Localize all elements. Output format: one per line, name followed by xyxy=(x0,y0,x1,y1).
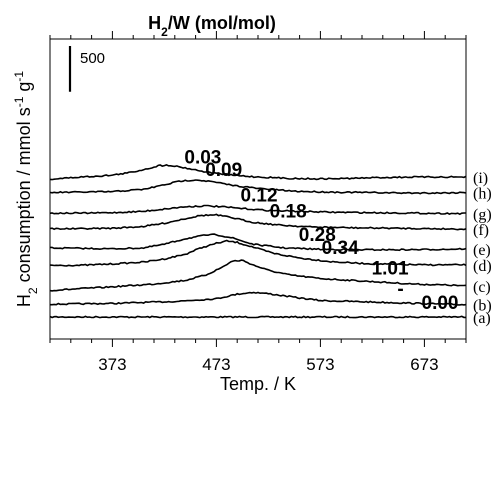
row-letter-9: (i) xyxy=(473,170,488,187)
chart-title: H2/W (mol/mol) xyxy=(148,13,276,39)
series-line-5 xyxy=(50,233,467,252)
trace-label-7: 0.12 xyxy=(241,186,278,207)
row-letter-4: (d) xyxy=(473,258,492,275)
trace-label-2: - xyxy=(397,279,403,300)
x-tick-label: 473 xyxy=(202,355,230,374)
x-axis-label: Temp. / K xyxy=(220,374,296,394)
trace-label-5: 0.28 xyxy=(299,225,336,246)
x-tick-label: 673 xyxy=(410,355,438,374)
series-line-8 xyxy=(49,179,467,195)
row-letter-2: (b) xyxy=(473,298,492,315)
row-letter-5: (e) xyxy=(473,242,491,259)
trace-label-4: 0.34 xyxy=(322,238,359,259)
series-line-2 xyxy=(50,291,467,306)
y-axis-title: H2 consumption / mmol s-1 g-1 xyxy=(12,71,40,307)
row-letter-6: (f) xyxy=(473,222,489,239)
row-letter-1: (a) xyxy=(473,310,491,327)
trace-label-3: 1.01 xyxy=(372,259,409,280)
scale-bar-label: 500 xyxy=(80,50,105,67)
series-line-1 xyxy=(49,315,466,319)
series-line-7 xyxy=(49,204,466,216)
x-axis-title: Temp. / K xyxy=(220,374,296,394)
series-line-9 xyxy=(49,164,467,181)
series-group: 0.00-1.010.340.280.180.120.090.03 xyxy=(49,147,467,319)
row-letter-labels: (a)(b) (c) (d)(e) (f)(g) (h)(i) xyxy=(473,170,492,327)
series-line-3 xyxy=(49,259,467,292)
series-line-4 xyxy=(49,239,467,267)
series-line-6 xyxy=(49,213,467,231)
trace-label-6: 0.18 xyxy=(270,202,307,223)
trace-label-9: 0.03 xyxy=(184,147,221,168)
row-letter-3: (c) xyxy=(473,279,491,296)
x-axis-ticks: 373 473 573 673 xyxy=(49,31,467,374)
row-letter-7: (g) xyxy=(473,207,492,224)
row-letter-8: (h) xyxy=(473,186,492,203)
x-tick-label: 573 xyxy=(306,355,334,374)
y-axis-label: H2 consumption / mmol s-1 g-1 xyxy=(12,71,40,307)
scale-bar: 500 xyxy=(68,46,105,92)
x-tick-label: 373 xyxy=(98,355,126,374)
